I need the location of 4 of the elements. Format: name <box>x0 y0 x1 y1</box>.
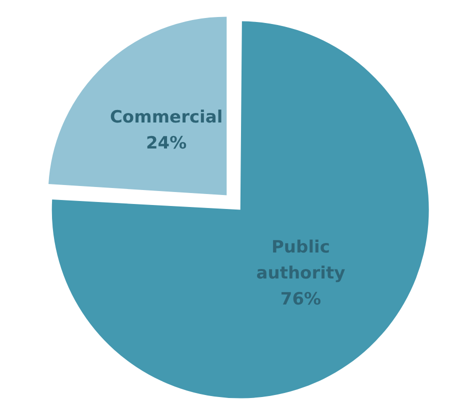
data-label: 76% <box>280 289 322 310</box>
data-label: 24% <box>146 133 187 154</box>
slice-label: Commercial <box>110 107 223 128</box>
slice-label: Public authority <box>256 237 346 284</box>
